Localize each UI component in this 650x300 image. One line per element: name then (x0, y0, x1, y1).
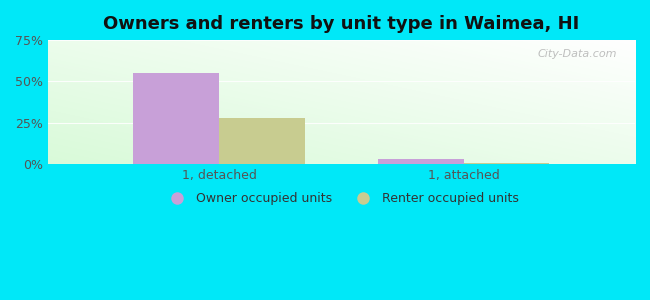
Bar (463, 163, 549, 164)
Title: Owners and renters by unit type in Waimea, HI: Owners and renters by unit type in Waime… (103, 15, 580, 33)
Text: City-Data.com: City-Data.com (538, 49, 617, 59)
Legend: Owner occupied units, Renter occupied units: Owner occupied units, Renter occupied un… (159, 187, 523, 210)
Bar (133, 73, 219, 164)
Bar (219, 118, 305, 164)
Bar (378, 159, 463, 164)
